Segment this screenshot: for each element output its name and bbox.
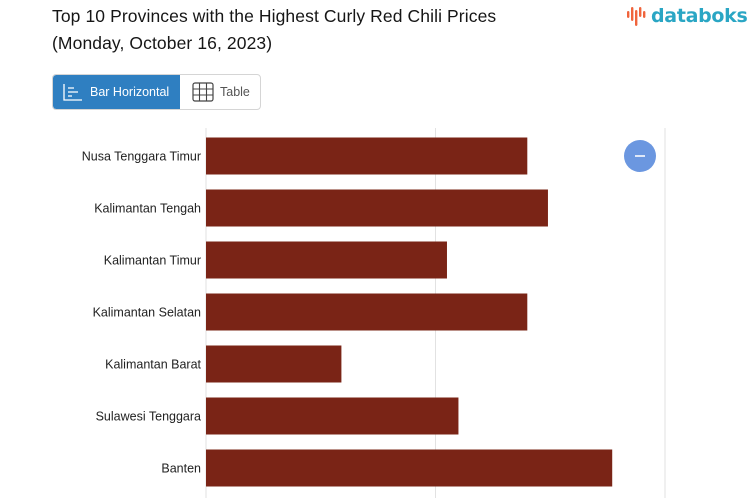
- chart-title-line1: Top 10 Provinces with the Highest Curly …: [52, 6, 497, 26]
- databoks-logo-icon: [627, 7, 646, 26]
- bar[interactable]: [206, 449, 613, 487]
- category-label: Kalimantan Tengah: [94, 202, 201, 216]
- bar[interactable]: [206, 241, 447, 279]
- category-label: Sulawesi Tenggara: [96, 410, 201, 424]
- bar[interactable]: [206, 137, 528, 175]
- category-label: Kalimantan Barat: [105, 358, 201, 372]
- table-icon: [192, 82, 214, 102]
- category-label: Banten: [161, 462, 201, 476]
- view-toggle: Bar Horizontal Table: [52, 74, 261, 110]
- tab-table[interactable]: Table: [180, 75, 260, 109]
- chart-title-line2: (Monday, October 16, 2023): [52, 33, 273, 53]
- chart-title: Top 10 Provinces with the Highest Curly …: [52, 3, 592, 57]
- tab-bar-horizontal-label: Bar Horizontal: [90, 85, 170, 99]
- bar[interactable]: [206, 293, 528, 331]
- minus-icon: [635, 155, 645, 157]
- databoks-logo-text: databoks: [651, 5, 748, 27]
- bar[interactable]: [206, 189, 548, 227]
- collapse-button[interactable]: [624, 140, 656, 172]
- category-label: Kalimantan Timur: [104, 254, 201, 268]
- category-label: Nusa Tenggara Timur: [82, 150, 201, 164]
- databoks-logo[interactable]: databoks: [626, 4, 748, 28]
- bar-chart-icon: [63, 84, 82, 101]
- bar[interactable]: [206, 397, 459, 435]
- tab-bar-horizontal[interactable]: Bar Horizontal: [53, 75, 180, 109]
- tab-table-label: Table: [220, 85, 250, 99]
- category-label: Kalimantan Selatan: [93, 306, 201, 320]
- bar[interactable]: [206, 345, 342, 383]
